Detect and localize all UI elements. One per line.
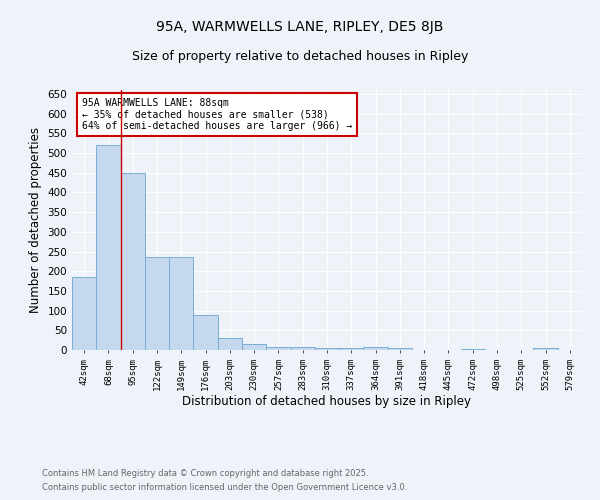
- Bar: [290, 347, 315, 350]
- Bar: [533, 348, 558, 350]
- Text: Size of property relative to detached houses in Ripley: Size of property relative to detached ho…: [132, 50, 468, 63]
- Bar: [218, 338, 242, 350]
- Text: Contains public sector information licensed under the Open Government Licence v3: Contains public sector information licen…: [42, 484, 407, 492]
- Y-axis label: Number of detached properties: Number of detached properties: [29, 127, 42, 313]
- Bar: [339, 348, 364, 350]
- Bar: [72, 277, 96, 350]
- Text: 95A, WARMWELLS LANE, RIPLEY, DE5 8JB: 95A, WARMWELLS LANE, RIPLEY, DE5 8JB: [157, 20, 443, 34]
- Bar: [169, 258, 193, 350]
- Bar: [388, 348, 412, 350]
- Bar: [364, 347, 388, 350]
- Bar: [145, 258, 169, 350]
- Bar: [121, 172, 145, 350]
- X-axis label: Distribution of detached houses by size in Ripley: Distribution of detached houses by size …: [182, 396, 472, 408]
- Bar: [193, 316, 218, 350]
- Bar: [96, 145, 121, 350]
- Bar: [266, 347, 290, 350]
- Bar: [242, 344, 266, 350]
- Bar: [461, 349, 485, 350]
- Text: Contains HM Land Registry data © Crown copyright and database right 2025.: Contains HM Land Registry data © Crown c…: [42, 468, 368, 477]
- Text: 95A WARMWELLS LANE: 88sqm
← 35% of detached houses are smaller (538)
64% of semi: 95A WARMWELLS LANE: 88sqm ← 35% of detac…: [82, 98, 352, 131]
- Bar: [315, 348, 339, 350]
